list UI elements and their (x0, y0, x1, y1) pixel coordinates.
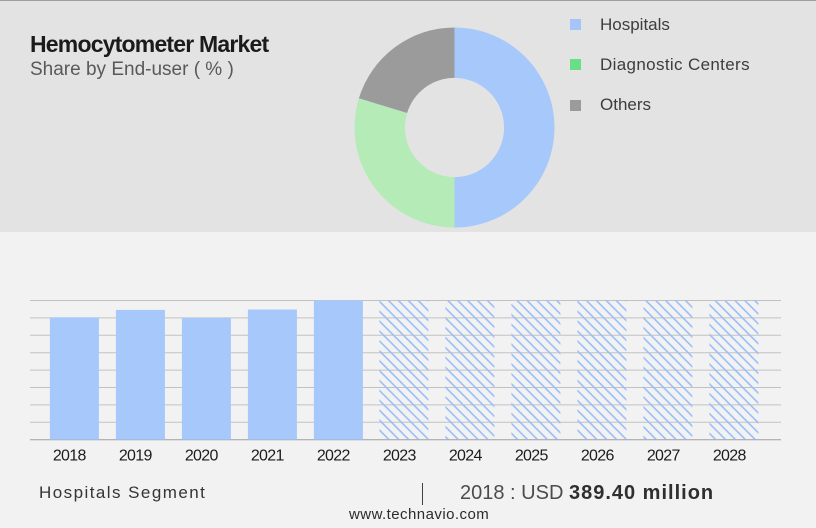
svg-text:2022: 2022 (317, 448, 351, 465)
svg-text:2026: 2026 (581, 448, 615, 465)
svg-text:2024: 2024 (449, 448, 483, 465)
svg-text:2020: 2020 (185, 448, 219, 465)
svg-text:2028: 2028 (713, 448, 747, 465)
svg-text:2023: 2023 (383, 448, 417, 465)
svg-text:2027: 2027 (647, 448, 681, 465)
svg-text:2018: 2018 (53, 448, 87, 465)
svg-text:2019: 2019 (119, 448, 153, 465)
svg-text:2025: 2025 (515, 448, 549, 465)
svg-text:2021: 2021 (251, 448, 285, 465)
